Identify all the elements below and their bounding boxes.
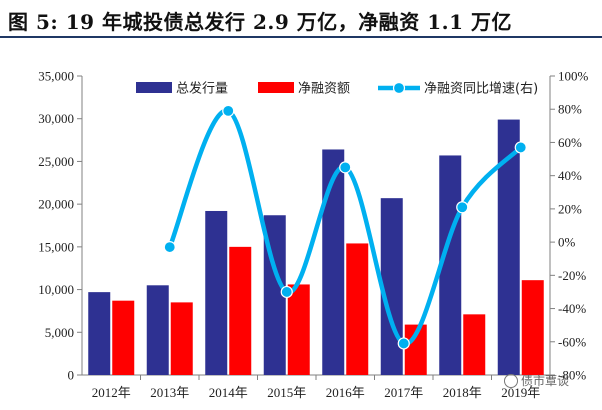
left-tick-label: 10,000 [38,282,74,297]
left-tick-label: 15,000 [38,239,74,254]
right-tick-label: 80% [558,102,582,117]
yoy-point [514,141,527,154]
left-tick-label: 0 [68,368,75,383]
title-bar: 图 5: 19 年城投债总发行 2.9 万亿，净融资 1.1 万亿 [0,0,602,38]
right-tick-label: -20% [558,268,586,283]
legend-swatch-yoy-marker [392,81,406,95]
x-tick-label: 2019年 [501,385,540,400]
left-tick-label: 25,000 [38,154,74,169]
left-tick-label: 5,000 [45,325,74,340]
x-tick-label: 2016年 [326,385,365,400]
issuance-bar [439,155,462,375]
issuance-bar [88,292,111,375]
legend-label-yoy: 净融资同比增速(右) [424,82,538,97]
issuance-bar [146,285,169,375]
yoy-point [456,201,469,214]
right-tick-label: 60% [558,135,582,150]
right-tick-label: 100% [558,69,589,84]
left-tick-label: 35,000 [38,69,74,84]
x-tick-label: 2015年 [267,385,306,400]
issuance-bar [497,119,520,375]
wechat-icon [504,374,518,388]
yoy-line-group [163,104,527,350]
bars [88,119,544,375]
watermark: 债市覃谈 [504,372,569,389]
issuance-bar [205,210,228,375]
right-tick-label: -60% [558,334,586,349]
legend-swatch-net-financing [258,82,294,93]
legend: 总发行量 净融资额 净融资同比增速(右) [136,81,538,97]
net-financing-bar [346,243,369,375]
x-tick-label: 2018年 [443,385,482,400]
left-tick-label: 20,000 [38,197,74,212]
x-tick-label: 2012年 [92,385,131,400]
watermark-text: 债市覃谈 [521,374,570,388]
right-tick-label: 40% [558,168,582,183]
yoy-point [280,285,293,299]
yoy-point [163,240,176,254]
legend-swatch-issuance [136,82,172,93]
net-financing-bar [287,284,310,375]
yoy-point [339,161,352,174]
net-financing-bar [404,324,427,375]
net-financing-bar [112,300,135,375]
yoy-point [397,337,410,350]
issuance-bar [322,149,345,375]
net-financing-bar [463,314,486,375]
x-tick-label: 2013年 [150,385,189,400]
x-tick-label: 2017年 [384,385,423,400]
right-tick-label: 20% [558,201,582,216]
right-tick-label: -40% [558,301,586,316]
net-financing-bar [521,280,544,375]
left-tick-label: 30,000 [38,111,74,126]
net-financing-bar [170,302,193,375]
right-tick-label: -80% [558,368,586,383]
legend-label-issuance: 总发行量 [176,81,228,97]
legend-label-net-financing: 净融资额 [298,82,350,97]
chart-title: 图 5: 19 年城投债总发行 2.9 万亿，净融资 1.1 万亿 [8,10,512,34]
x-tick-label: 2014年 [209,385,248,400]
right-tick-label: 0% [558,235,576,250]
net-financing-bar [229,246,252,375]
yoy-point [222,104,235,117]
